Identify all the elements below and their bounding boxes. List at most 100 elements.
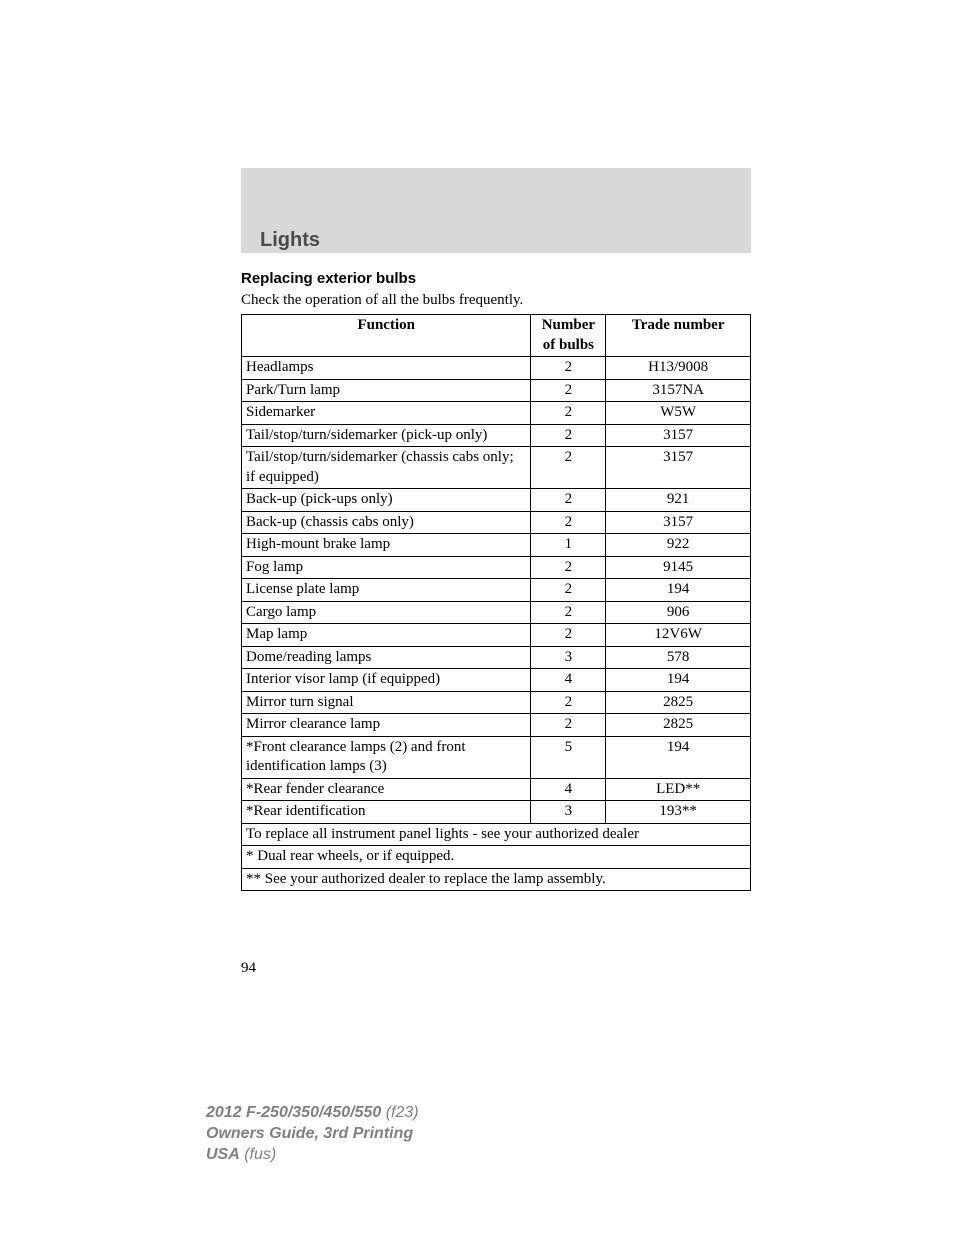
table-body: Headlamps2H13/9008 Park/Turn lamp23157NA… — [242, 357, 751, 891]
cell-number: 2 — [531, 579, 606, 602]
cell-number: 3 — [531, 646, 606, 669]
cell-function: License plate lamp — [242, 579, 531, 602]
page-number: 94 — [241, 960, 256, 977]
table-row: High-mount brake lamp1922 — [242, 534, 751, 557]
table-row: Headlamps2H13/9008 — [242, 357, 751, 380]
table-row: Back-up (pick-ups only)2921 — [242, 489, 751, 512]
col-header-function: Function — [242, 315, 531, 357]
table-row: Tail/stop/turn/sidemarker (chassis cabs … — [242, 447, 751, 489]
footnote: To replace all instrument panel lights -… — [242, 823, 751, 846]
cell-trade: 922 — [606, 534, 751, 557]
cell-function: *Front clearance lamps (2) and front ide… — [242, 736, 531, 778]
cell-trade: 194 — [606, 579, 751, 602]
footer-guide: Owners Guide, 3rd Printing — [206, 1125, 413, 1142]
footer: 2012 F-250/350/450/550 (f23) Owners Guid… — [206, 1103, 419, 1165]
table-row: *Front clearance lamps (2) and front ide… — [242, 736, 751, 778]
cell-trade: 9145 — [606, 556, 751, 579]
cell-number: 3 — [531, 801, 606, 824]
cell-number: 2 — [531, 624, 606, 647]
cell-trade: W5W — [606, 402, 751, 425]
footer-region-code: (fus) — [240, 1146, 276, 1163]
table-row: Mirror turn signal22825 — [242, 691, 751, 714]
cell-function: Tail/stop/turn/sidemarker (chassis cabs … — [242, 447, 531, 489]
cell-trade: 906 — [606, 601, 751, 624]
cell-trade: 194 — [606, 736, 751, 778]
table-row: License plate lamp2194 — [242, 579, 751, 602]
footer-model: 2012 F-250/350/450/550 — [206, 1104, 381, 1121]
cell-function: Back-up (pick-ups only) — [242, 489, 531, 512]
table-row: Sidemarker2W5W — [242, 402, 751, 425]
cell-function: Cargo lamp — [242, 601, 531, 624]
cell-number: 5 — [531, 736, 606, 778]
cell-trade: 2825 — [606, 691, 751, 714]
footnote: ** See your authorized dealer to replace… — [242, 868, 751, 891]
footer-line-3: USA (fus) — [206, 1145, 419, 1166]
cell-function: Fog lamp — [242, 556, 531, 579]
table-footnote-row: To replace all instrument panel lights -… — [242, 823, 751, 846]
cell-function: Interior visor lamp (if equipped) — [242, 669, 531, 692]
cell-number: 2 — [531, 357, 606, 380]
table-header-row: Function Numberof bulbs Trade number — [242, 315, 751, 357]
cell-trade: 2825 — [606, 714, 751, 737]
section-title: Lights — [260, 229, 320, 252]
cell-number: 4 — [531, 778, 606, 801]
subheading: Replacing exterior bulbs — [241, 270, 416, 287]
cell-number: 4 — [531, 669, 606, 692]
cell-number: 2 — [531, 601, 606, 624]
cell-trade: 578 — [606, 646, 751, 669]
cell-trade: 12V6W — [606, 624, 751, 647]
cell-trade: 194 — [606, 669, 751, 692]
cell-function: Map lamp — [242, 624, 531, 647]
footer-line-1: 2012 F-250/350/450/550 (f23) — [206, 1103, 419, 1124]
cell-number: 2 — [531, 402, 606, 425]
footer-region: USA — [206, 1146, 240, 1163]
table-row: Tail/stop/turn/sidemarker (pick-up only)… — [242, 424, 751, 447]
cell-number: 2 — [531, 511, 606, 534]
table-row: Cargo lamp2906 — [242, 601, 751, 624]
bulb-table: Function Numberof bulbs Trade number Hea… — [241, 314, 751, 891]
col-header-number: Numberof bulbs — [531, 315, 606, 357]
table-row: Park/Turn lamp23157NA — [242, 379, 751, 402]
table-footnote-row: ** See your authorized dealer to replace… — [242, 868, 751, 891]
intro-text: Check the operation of all the bulbs fre… — [241, 292, 523, 309]
footer-line-2: Owners Guide, 3rd Printing — [206, 1124, 419, 1145]
cell-number: 2 — [531, 424, 606, 447]
table-row: *Rear identification3193** — [242, 801, 751, 824]
cell-function: High-mount brake lamp — [242, 534, 531, 557]
footer-code: (f23) — [381, 1104, 418, 1121]
cell-trade: H13/9008 — [606, 357, 751, 380]
cell-number: 2 — [531, 714, 606, 737]
cell-function: Park/Turn lamp — [242, 379, 531, 402]
cell-trade: 3157 — [606, 424, 751, 447]
cell-trade: 3157 — [606, 447, 751, 489]
table-row: Mirror clearance lamp22825 — [242, 714, 751, 737]
cell-function: Sidemarker — [242, 402, 531, 425]
cell-function: Dome/reading lamps — [242, 646, 531, 669]
cell-trade: LED** — [606, 778, 751, 801]
cell-function: Back-up (chassis cabs only) — [242, 511, 531, 534]
cell-trade: 3157NA — [606, 379, 751, 402]
cell-function: Headlamps — [242, 357, 531, 380]
table-row: Back-up (chassis cabs only)23157 — [242, 511, 751, 534]
cell-function: Mirror clearance lamp — [242, 714, 531, 737]
cell-number: 2 — [531, 447, 606, 489]
cell-function: *Rear fender clearance — [242, 778, 531, 801]
footnote: * Dual rear wheels, or if equipped. — [242, 846, 751, 869]
cell-number: 1 — [531, 534, 606, 557]
col-header-trade: Trade number — [606, 315, 751, 357]
table-footnote-row: * Dual rear wheels, or if equipped. — [242, 846, 751, 869]
cell-function: Mirror turn signal — [242, 691, 531, 714]
table-row: *Rear fender clearance4LED** — [242, 778, 751, 801]
table-row: Interior visor lamp (if equipped)4194 — [242, 669, 751, 692]
cell-function: Tail/stop/turn/sidemarker (pick-up only) — [242, 424, 531, 447]
cell-function: *Rear identification — [242, 801, 531, 824]
cell-number: 2 — [531, 489, 606, 512]
cell-number: 2 — [531, 379, 606, 402]
cell-trade: 3157 — [606, 511, 751, 534]
cell-number: 2 — [531, 556, 606, 579]
table-row: Map lamp212V6W — [242, 624, 751, 647]
cell-trade: 193** — [606, 801, 751, 824]
table-row: Fog lamp29145 — [242, 556, 751, 579]
cell-trade: 921 — [606, 489, 751, 512]
cell-number: 2 — [531, 691, 606, 714]
